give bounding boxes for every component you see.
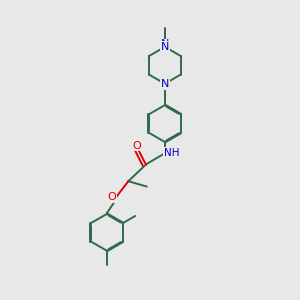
Text: O: O [108,192,116,202]
Text: NH: NH [164,148,179,158]
Text: N: N [161,40,169,50]
Text: O: O [132,140,141,151]
Text: N: N [161,79,169,89]
Text: N: N [161,42,169,52]
